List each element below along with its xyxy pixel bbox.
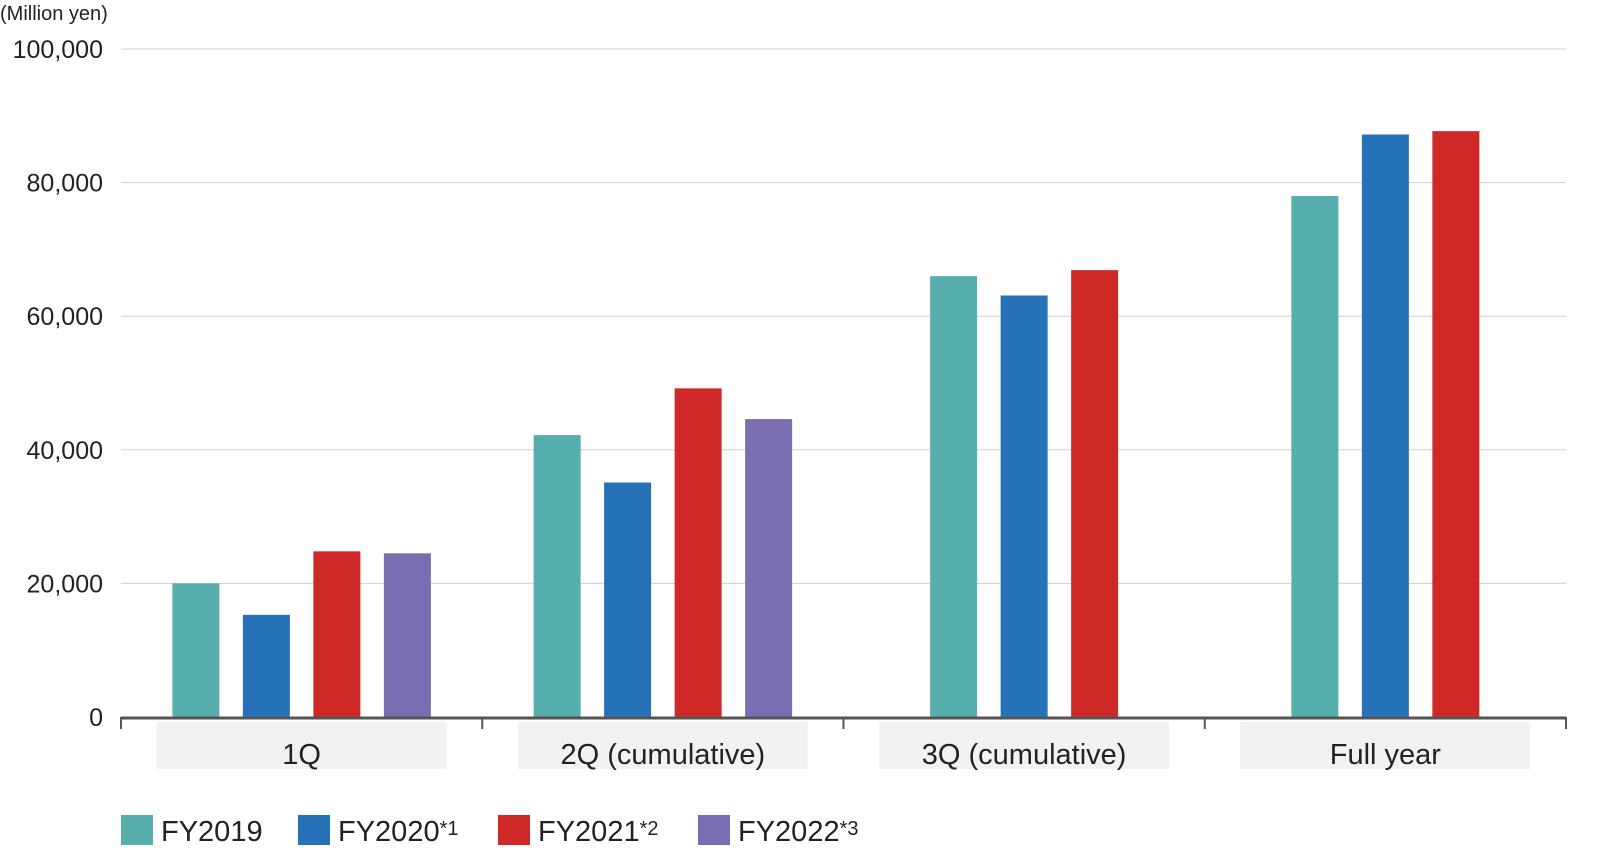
category-label-background [517, 722, 808, 769]
x-axis-tick-labels: 1Q 2Q (cumulative) 3Q (cumulative) Full yea… [282, 739, 1441, 771]
legend-label: FY2021*2 [538, 816, 658, 848]
legend-swatch [498, 815, 530, 845]
bar [604, 482, 652, 717]
y-tick-label: 80,000 [27, 170, 103, 198]
bar [745, 419, 793, 717]
bar [1291, 195, 1339, 717]
category-label-background [1240, 722, 1531, 769]
bar [1432, 131, 1480, 717]
legend-swatch [298, 815, 330, 845]
legend-item: FY2019 [121, 815, 263, 848]
y-axis-unit-label: (Million yen) [0, 3, 108, 25]
legend-item: FY2020*1 [298, 815, 458, 848]
y-tick-label: 100,000 [13, 36, 103, 64]
y-tick-label: 40,000 [27, 437, 103, 465]
x-tick-label: 1Q [282, 739, 321, 771]
bars [172, 131, 1480, 717]
x-tick-label: 3Q (cumulative) [922, 739, 1127, 771]
legend: FY2019 FY2020*1 FY2021*2 FY2022*3 [121, 815, 858, 848]
legend-item: FY2021*2 [498, 815, 658, 848]
legend-label: FY2020*1 [338, 816, 458, 848]
x-tick-label: 2Q (cumulative) [561, 739, 766, 771]
legend-label: FY2022*3 [738, 816, 858, 848]
bar [242, 614, 290, 717]
bar [313, 551, 361, 717]
bar [930, 276, 978, 717]
bar [1000, 295, 1048, 717]
legend-label: FY2019 [161, 816, 263, 848]
bar [1071, 270, 1119, 717]
legend-footnote-mark: *1 [440, 818, 459, 840]
bar [1361, 134, 1409, 717]
bar [674, 388, 722, 717]
y-tick-label: 20,000 [27, 570, 103, 598]
y-axis-ticks: 0 20,000 40,000 60,000 80,000 100,000 [13, 36, 103, 732]
legend-footnote-mark: *3 [840, 818, 859, 840]
legend-footnote-mark: *2 [640, 818, 659, 840]
gridlines [121, 48, 1566, 584]
bar [383, 553, 431, 717]
legend-swatch [698, 815, 730, 845]
x-tick-label: Full year [1330, 739, 1442, 771]
bar [172, 583, 220, 717]
category-label-backgrounds [156, 722, 1531, 769]
legend-item: FY2022*3 [698, 815, 858, 848]
category-label-background [156, 722, 447, 769]
x-axis [120, 716, 1567, 729]
y-tick-label: 0 [89, 704, 103, 732]
category-label-background [879, 722, 1170, 769]
y-tick-label: 60,000 [27, 303, 103, 331]
bar [533, 435, 581, 717]
legend-swatch [121, 815, 153, 845]
